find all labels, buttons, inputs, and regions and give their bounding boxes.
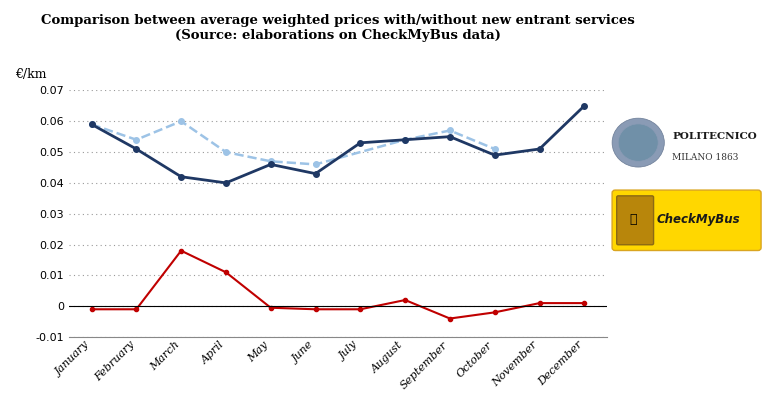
Circle shape xyxy=(618,124,658,162)
Text: POLITECNICO: POLITECNICO xyxy=(672,132,756,141)
Text: Comparison between average weighted prices with/without new entrant services
(So: Comparison between average weighted pric… xyxy=(41,14,635,42)
Text: 🚌: 🚌 xyxy=(630,213,637,226)
Text: MILANO 1863: MILANO 1863 xyxy=(672,152,738,162)
Text: €/km: €/km xyxy=(15,67,47,81)
Circle shape xyxy=(612,118,664,167)
Text: CheckMyBus: CheckMyBus xyxy=(657,213,740,226)
FancyBboxPatch shape xyxy=(617,196,654,245)
FancyBboxPatch shape xyxy=(612,190,761,250)
